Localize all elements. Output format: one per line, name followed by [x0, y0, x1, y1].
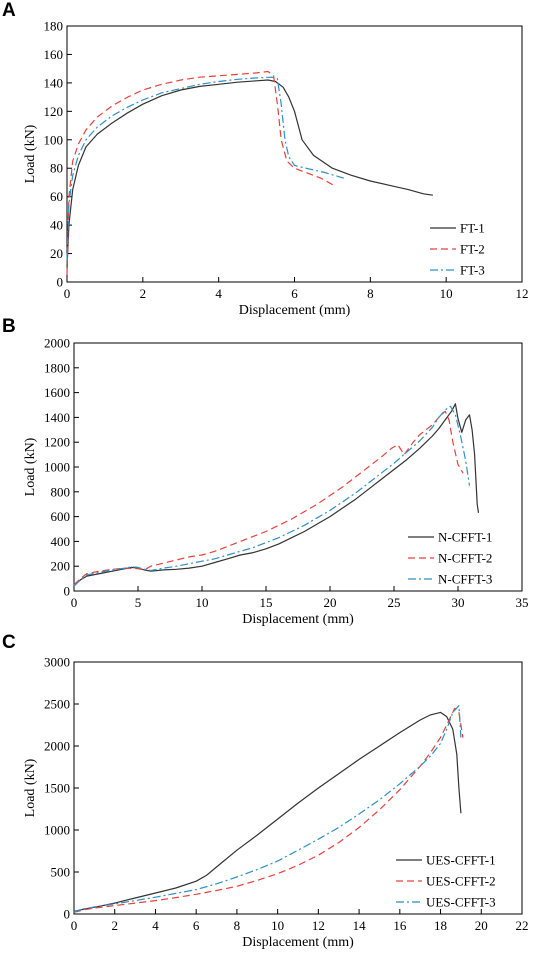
panel-b: B 0 5 10 15 20 25 30 35 0 200 400 600 800 1000 1200 140…	[0, 316, 533, 636]
x-tick-label: 0	[71, 918, 78, 933]
y-tick-label: 80	[50, 161, 63, 176]
x-axis-title: Displacement (mm)	[239, 303, 351, 318]
x-tick-label: 12	[516, 286, 529, 301]
x-tick-label: 0	[71, 595, 78, 610]
y-tick-label: 2000	[44, 739, 70, 754]
series-line-ft-3	[66, 76, 344, 261]
y-tick-label: 40	[50, 218, 63, 233]
y-tick-label: 1000	[44, 823, 70, 838]
x-tick-label: 4	[152, 918, 159, 933]
panel-label-b: B	[2, 316, 16, 337]
y-axis-title: Load (kN)	[23, 437, 38, 496]
x-tick-label: 0	[64, 286, 71, 301]
x-tick-label: 15	[260, 595, 273, 610]
legend-label: FT-1	[460, 221, 485, 236]
panel-c: C 0 2 4 6 8 10 12 14 16 18 20 22 0 500 1000 1500 2000 250…	[0, 632, 533, 954]
y-tick-label: 200	[51, 559, 71, 574]
y-tick-label: 100	[44, 132, 64, 147]
y-tick-label: 1600	[44, 385, 70, 400]
legend-label: FT-3	[460, 263, 485, 278]
x-tick-label: 12	[312, 918, 325, 933]
x-tick-label: 30	[452, 595, 465, 610]
y-tick-label: 500	[51, 865, 71, 880]
x-tick-label: 10	[196, 595, 209, 610]
legend-label: N-CFFT-1	[438, 530, 492, 545]
y-tick-label: 800	[51, 484, 71, 499]
y-tick-label: 1200	[44, 435, 70, 450]
series-line-n-cfft-2	[73, 410, 464, 586]
plot-frame	[66, 25, 523, 283]
series-line-ues-cfft-2	[73, 707, 464, 913]
chart-a: 0 2 4 6 8 10 12020406080100120140160180Displac…	[23, 19, 529, 319]
x-tick-label: 10	[440, 286, 453, 301]
x-tick-label: 8	[234, 918, 241, 933]
series-line-n-cfft-1	[73, 403, 480, 587]
panel-label-a: A	[2, 0, 16, 21]
legend-label: UES-CFFT-2	[426, 874, 496, 889]
x-tick-label: 25	[388, 595, 401, 610]
series-line-ues-cfft-3	[73, 705, 462, 913]
series-line-ues-cfft-1	[73, 711, 462, 913]
y-tick-label: 1800	[44, 360, 70, 375]
x-tick-label: 6	[291, 286, 298, 301]
y-tick-label: 600	[51, 509, 71, 524]
legend-label: N-CFFT-2	[438, 551, 492, 566]
y-tick-label: 0	[57, 275, 64, 290]
x-tick-label: 22	[516, 918, 529, 933]
panel-label-c: C	[2, 632, 16, 653]
x-tick-label: 8	[367, 286, 374, 301]
x-tick-label: 20	[475, 918, 488, 933]
x-tick-label: 4	[215, 286, 222, 301]
x-tick-label: 35	[516, 595, 529, 610]
x-tick-label: 2	[111, 918, 118, 933]
x-tick-label: 5	[135, 595, 142, 610]
y-tick-label: 0	[64, 584, 71, 599]
x-tick-label: 20	[324, 595, 337, 610]
y-tick-label: 60	[50, 189, 63, 204]
y-tick-label: 20	[50, 246, 63, 261]
y-tick-label: 1400	[44, 410, 70, 425]
legend-label: UES-CFFT-1	[426, 853, 496, 868]
y-tick-label: 400	[51, 534, 71, 549]
x-tick-label: 14	[353, 918, 367, 933]
y-axis-title: Load (kN)	[23, 758, 38, 817]
x-tick-label: 10	[271, 918, 284, 933]
y-tick-label: 3000	[44, 655, 70, 670]
x-tick-label: 6	[193, 918, 200, 933]
y-tick-label: 1000	[44, 460, 70, 475]
y-tick-label: 160	[44, 47, 64, 62]
y-tick-label: 120	[44, 104, 64, 119]
y-tick-label: 140	[44, 75, 64, 90]
legend-label: N-CFFT-3	[438, 572, 492, 587]
y-tick-label: 2500	[44, 697, 70, 712]
y-tick-label: 0	[64, 907, 71, 922]
y-tick-label: 180	[44, 19, 64, 34]
legend-label: UES-CFFT-3	[426, 895, 496, 910]
x-tick-label: 2	[140, 286, 147, 301]
legend-label: FT-2	[460, 242, 485, 257]
series-line-ft-1	[66, 79, 433, 268]
y-axis-title: Load (kN)	[23, 124, 38, 183]
y-tick-label: 2000	[44, 336, 70, 351]
panel-a: A 0 2 4 6 8 10 12 0 20 40 60 80 100 120 140 160 180 Displ…	[0, 0, 533, 318]
x-axis-title: Displacement (mm)	[242, 935, 354, 950]
x-tick-label: 18	[434, 918, 447, 933]
chart-c: 0 2 4 6 8 10 12 14 16 18 20 22 0 500 1000 1500 2000 2500 3…	[23, 655, 529, 951]
chart-b: 0 5 10 15 20 25 30 35 0 200 400 600 800 1000 1200 1400 1…	[23, 336, 529, 628]
y-tick-label: 1500	[44, 781, 70, 796]
x-axis-title: Displacement (mm)	[242, 612, 354, 627]
series-line-ft-2	[66, 70, 337, 275]
series-line-n-cfft-3	[73, 405, 471, 587]
x-tick-label: 16	[393, 918, 407, 933]
